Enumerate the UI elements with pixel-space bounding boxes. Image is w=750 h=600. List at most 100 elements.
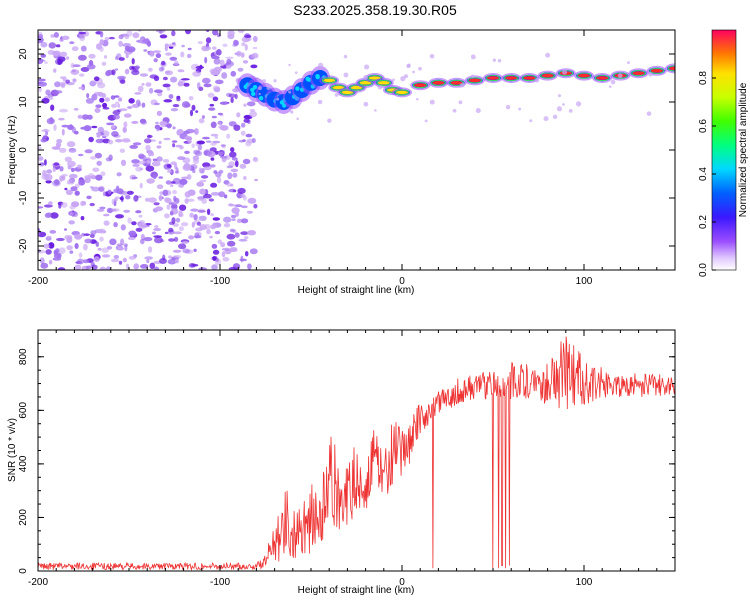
noise-speckle xyxy=(221,72,228,79)
noise-speckle xyxy=(213,58,221,65)
noise-speckle xyxy=(186,53,192,59)
noise-speckle xyxy=(61,35,70,40)
noise-speckle xyxy=(48,259,53,265)
noise-speckle xyxy=(128,256,136,260)
noise-speckle xyxy=(175,144,183,148)
noise-speckle xyxy=(72,211,79,217)
noise-speckle xyxy=(58,117,65,121)
noise-speckle xyxy=(242,139,246,143)
noise-speckle xyxy=(127,106,133,109)
noise-speckle xyxy=(84,149,93,154)
noise-speckle xyxy=(198,267,208,270)
noise-speckle xyxy=(219,59,225,67)
noise-speckle xyxy=(210,142,217,146)
noise-speckle xyxy=(135,227,143,232)
noise-speckle xyxy=(236,112,241,118)
scatter-dot xyxy=(400,75,406,82)
noise-speckle xyxy=(163,137,171,141)
noise-speckle xyxy=(78,179,86,186)
noise-speckle xyxy=(195,110,199,113)
scatter-dot xyxy=(543,116,549,122)
noise-speckle xyxy=(122,43,131,47)
noise-speckle xyxy=(39,162,45,166)
noise-speckle xyxy=(111,103,118,108)
scatter-dot xyxy=(296,117,299,121)
noise-speckle xyxy=(100,171,106,177)
noise-speckle xyxy=(239,163,247,169)
noise-speckle xyxy=(145,165,155,172)
x-tick-label: 100 xyxy=(576,276,593,287)
ridge-edge xyxy=(412,82,428,89)
noise-speckle xyxy=(151,161,161,167)
noise-speckle xyxy=(203,166,212,171)
noise-speckle xyxy=(124,45,131,52)
noise-speckle xyxy=(104,37,110,41)
ridge-edge xyxy=(576,72,592,79)
noise-speckle xyxy=(101,61,107,66)
noise-speckle xyxy=(123,243,128,247)
noise-speckle xyxy=(188,235,195,240)
scatter-dot xyxy=(475,108,481,114)
noise-speckle xyxy=(60,202,68,208)
noise-speckle xyxy=(38,146,42,150)
noise-speckle xyxy=(231,218,236,221)
noise-speckle xyxy=(97,92,104,97)
noise-speckle xyxy=(171,30,176,37)
noise-speckle xyxy=(122,257,127,263)
noise-speckle xyxy=(153,202,160,206)
noise-speckle xyxy=(154,225,159,228)
scatter-dot xyxy=(374,109,377,112)
noise-speckle xyxy=(99,228,106,234)
scatter-dot xyxy=(568,109,573,113)
noise-speckle xyxy=(179,178,188,185)
noise-speckle xyxy=(154,236,163,244)
noise-speckle xyxy=(105,157,112,162)
scatter-dot xyxy=(492,58,497,62)
noise-speckle xyxy=(203,83,212,88)
noise-speckle xyxy=(118,57,125,61)
ridge-edge xyxy=(631,70,646,77)
colorbar-tick-label: 0.0 xyxy=(698,263,709,277)
noise-speckle xyxy=(127,236,136,241)
noise-speckle xyxy=(209,164,216,168)
noise-speckle xyxy=(237,67,244,72)
scatter-dot xyxy=(418,66,422,71)
noise-speckle xyxy=(176,97,181,102)
y-tick-label: -10 xyxy=(18,190,29,205)
noise-speckle xyxy=(141,102,146,108)
noise-speckle xyxy=(144,138,152,144)
noise-speckle xyxy=(76,164,82,169)
noise-speckle xyxy=(196,181,205,187)
noise-speckle xyxy=(220,242,226,248)
noise-speckle xyxy=(52,167,56,172)
noise-speckle xyxy=(236,218,242,223)
noise-speckle xyxy=(165,180,172,185)
noise-speckle xyxy=(153,75,160,82)
noise-speckle xyxy=(192,155,200,161)
noise-speckle xyxy=(175,259,179,264)
noise-speckle xyxy=(232,189,237,193)
noise-speckle xyxy=(234,93,238,100)
ridge-edge xyxy=(449,79,465,86)
noise-speckle xyxy=(85,265,92,270)
noise-speckle xyxy=(90,156,97,160)
noise-speckle xyxy=(117,103,121,108)
ridge-edge xyxy=(540,72,555,79)
noise-speckle xyxy=(179,204,187,211)
noise-speckle xyxy=(134,92,142,95)
noise-speckle xyxy=(40,138,47,143)
noise-speckle xyxy=(226,165,234,169)
x-tick-label: -100 xyxy=(210,577,230,588)
noise-speckle xyxy=(178,226,184,232)
noise-speckle xyxy=(58,203,62,209)
noise-speckle xyxy=(229,228,236,233)
noise-speckle xyxy=(129,144,139,149)
noise-speckle xyxy=(164,213,170,219)
noise-speckle xyxy=(143,49,148,52)
noise-speckle xyxy=(191,104,196,111)
noise-speckle xyxy=(158,176,164,179)
noise-speckle xyxy=(161,60,166,66)
scatter-dot xyxy=(458,100,463,105)
scatter-dot xyxy=(377,85,383,90)
